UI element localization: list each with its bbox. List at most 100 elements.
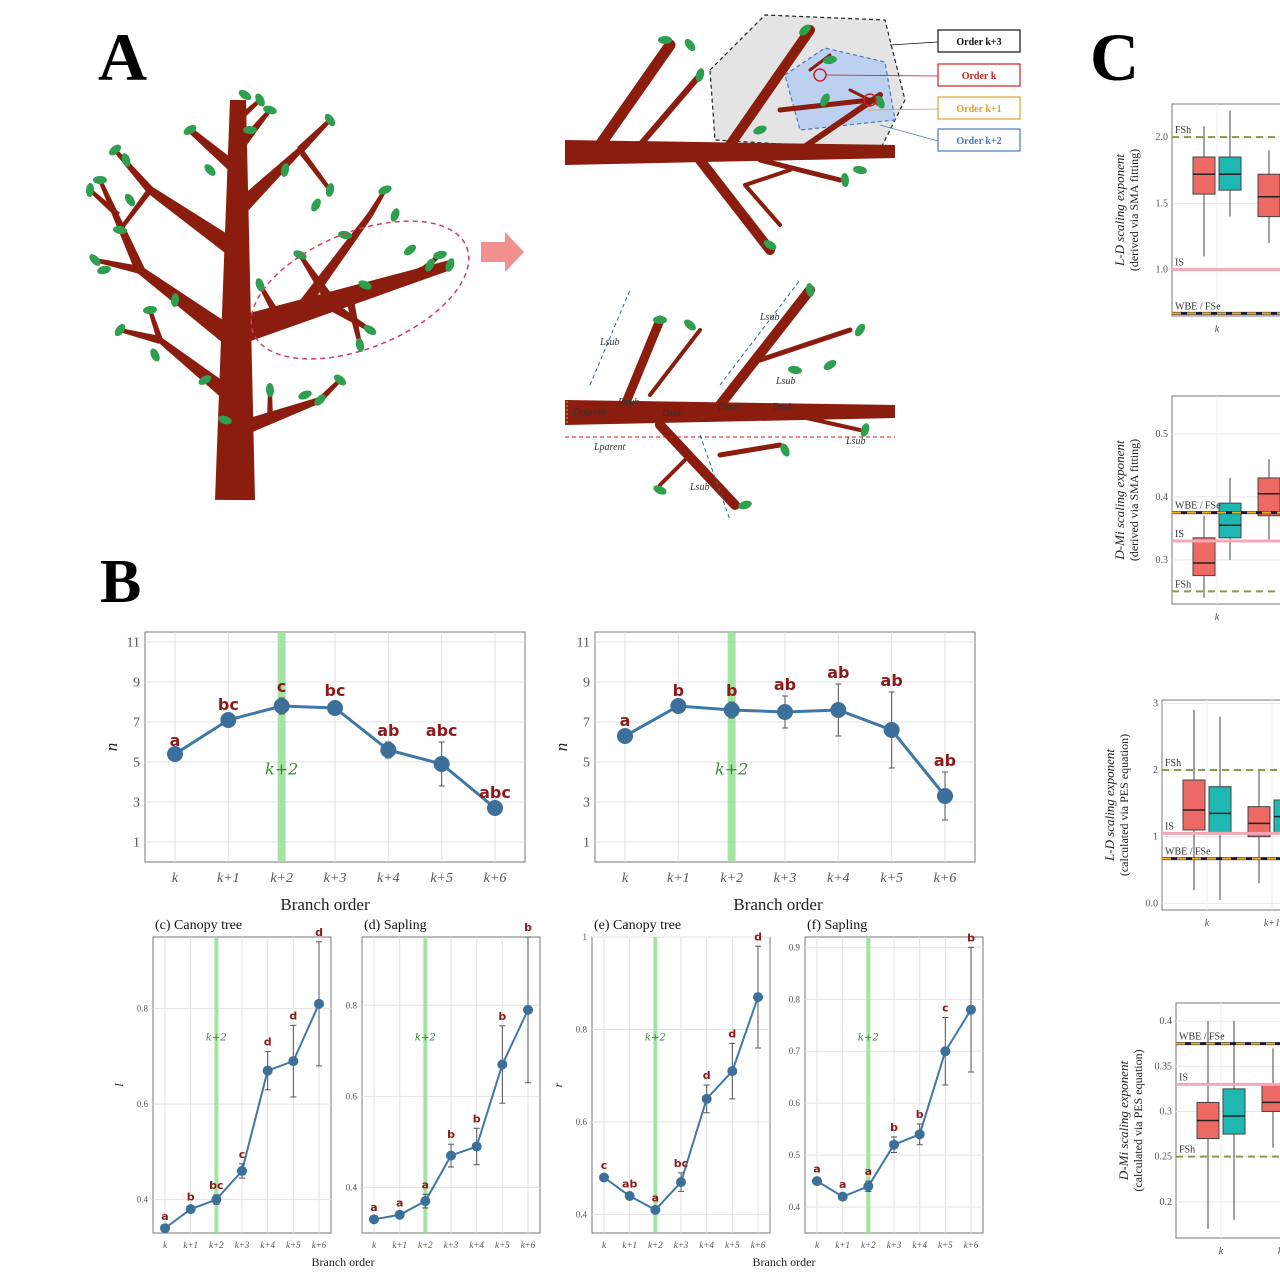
sub-branch <box>757 327 853 363</box>
data-point <box>624 1191 635 1201</box>
y-tick-label: 0.3 <box>1160 1106 1173 1117</box>
x-tick-label: k+6 <box>751 1240 766 1250</box>
significance-letter: ab <box>622 1178 637 1191</box>
branch-order-legend: Order k+3 Order k Order k+1 Order k+2 <box>825 29 1021 152</box>
ref-line-label: IS <box>1165 821 1174 832</box>
x-tick-label: k+6 <box>521 1240 536 1250</box>
y-tick-label: 3 <box>133 796 140 811</box>
y-axis-label-2: (derived via SMA fitting) <box>1127 439 1141 561</box>
leaf-icon <box>763 239 777 251</box>
lsub-dimension <box>589 289 631 386</box>
significance-letter: ab <box>881 671 903 690</box>
significance-letter: ab <box>377 721 399 740</box>
leaf-icon <box>684 319 696 331</box>
y-tick-label: 0.4 <box>137 1195 149 1205</box>
x-tick-label: k+6 <box>484 871 507 886</box>
ref-line-label: IS <box>1175 529 1184 540</box>
tree-branch <box>148 309 163 341</box>
measure-label: Lsub <box>775 376 795 387</box>
x-tick-label: k <box>815 1240 820 1250</box>
x-tick-label: k+3 <box>887 1240 902 1250</box>
leaf-icon <box>204 164 216 176</box>
x-axis-label: Branch order <box>312 1255 375 1269</box>
y-tick-label: 2 <box>1153 765 1158 776</box>
x-tick-label: k+2 <box>720 871 743 886</box>
data-point <box>167 746 183 762</box>
legend-box <box>937 63 1021 87</box>
leaf-icon <box>433 250 447 260</box>
sub-branch <box>743 168 792 187</box>
k2-highlight-band <box>727 632 736 862</box>
leaf-icon <box>390 208 400 222</box>
x-tick-label: k+5 <box>286 1240 301 1250</box>
legend-box <box>937 96 1021 120</box>
y-tick-label: 0.8 <box>789 994 801 1004</box>
x-tick-label: k+3 <box>444 1240 459 1250</box>
leaf-icon <box>85 183 95 197</box>
significance-letter: a <box>652 1192 659 1205</box>
data-point <box>160 1223 170 1234</box>
x-tick-label: k+2 <box>270 871 293 886</box>
significance-letter: bc <box>209 1179 223 1192</box>
significance-letter: c <box>601 1159 608 1172</box>
tree-branch <box>147 186 242 258</box>
x-tick-label: k+4 <box>699 1240 714 1250</box>
data-point <box>185 1204 196 1215</box>
k2-highlight-band <box>423 937 428 1233</box>
y-axis-label: n <box>552 743 571 752</box>
leaf-icon <box>860 423 870 437</box>
significance-letter: bc <box>218 695 239 714</box>
y-tick-label: 0.8 <box>346 1000 358 1010</box>
leaf-icon <box>113 225 127 235</box>
legend-connector <box>889 41 939 46</box>
box-iqr <box>1257 173 1280 218</box>
data-point <box>446 1150 456 1161</box>
x-axis-label: Branch order <box>280 895 370 914</box>
data-point <box>471 1141 482 1152</box>
panel-label-b: B <box>100 548 141 616</box>
data-point <box>753 992 763 1003</box>
leaf-icon <box>124 193 136 207</box>
ref-line-label: WBE / FSe <box>1175 501 1221 512</box>
leaf-icon <box>93 176 107 184</box>
y-tick-label: 3 <box>1153 698 1158 709</box>
y-tick-label: 0.4 <box>346 1182 358 1192</box>
y-tick-label: 0.4 <box>1156 492 1169 503</box>
x-tick-label: k+1 <box>622 1240 637 1250</box>
y-axis-label: D-Mi scaling exponent <box>1116 1061 1131 1182</box>
data-point <box>314 998 324 1009</box>
leaf-icon <box>823 55 837 65</box>
y-tick-label: 0.4 <box>789 1202 801 1212</box>
significance-letter: c <box>239 1148 246 1161</box>
k2-highlight-band <box>277 632 286 862</box>
arrow-icon <box>481 232 524 272</box>
y-tick-label: 1 <box>133 836 140 851</box>
ref-line-label: WBE / FSe <box>1175 301 1221 312</box>
y-tick-label: 1.0 <box>1156 265 1169 276</box>
lsub-dimension <box>699 434 731 521</box>
leaf-icon <box>243 125 257 135</box>
y-tick-label: 9 <box>133 676 140 691</box>
box-chart: 0.2 0.25 0.3 0.35 0.4 k k+1 WBE / FSe IS FSh D-Mi … <box>1116 1002 1280 1257</box>
leaf-icon <box>355 338 365 352</box>
tree-branch <box>258 284 284 322</box>
leaf-icon <box>218 415 232 425</box>
y-tick-label: 0.4 <box>576 1210 588 1220</box>
sub-branch <box>594 39 676 151</box>
x-tick-label: k <box>1215 612 1220 623</box>
ref-line-label: IS <box>1175 258 1184 269</box>
x-tick-label: k+1 <box>392 1240 407 1250</box>
leaf-icon <box>170 293 180 307</box>
significance-letter: b <box>524 921 532 934</box>
k2-highlight-band <box>214 937 219 1233</box>
sub-branch <box>757 157 843 183</box>
tree-branch <box>188 127 241 175</box>
leaf-icon <box>403 244 417 256</box>
significance-letter: ab <box>934 751 956 770</box>
significance-letter: b <box>890 1121 898 1134</box>
data-point <box>288 1056 299 1067</box>
x-tick-label: k+5 <box>495 1240 510 1250</box>
x-tick-label: k <box>1219 1246 1224 1257</box>
x-tick-label: k+3 <box>324 871 347 886</box>
